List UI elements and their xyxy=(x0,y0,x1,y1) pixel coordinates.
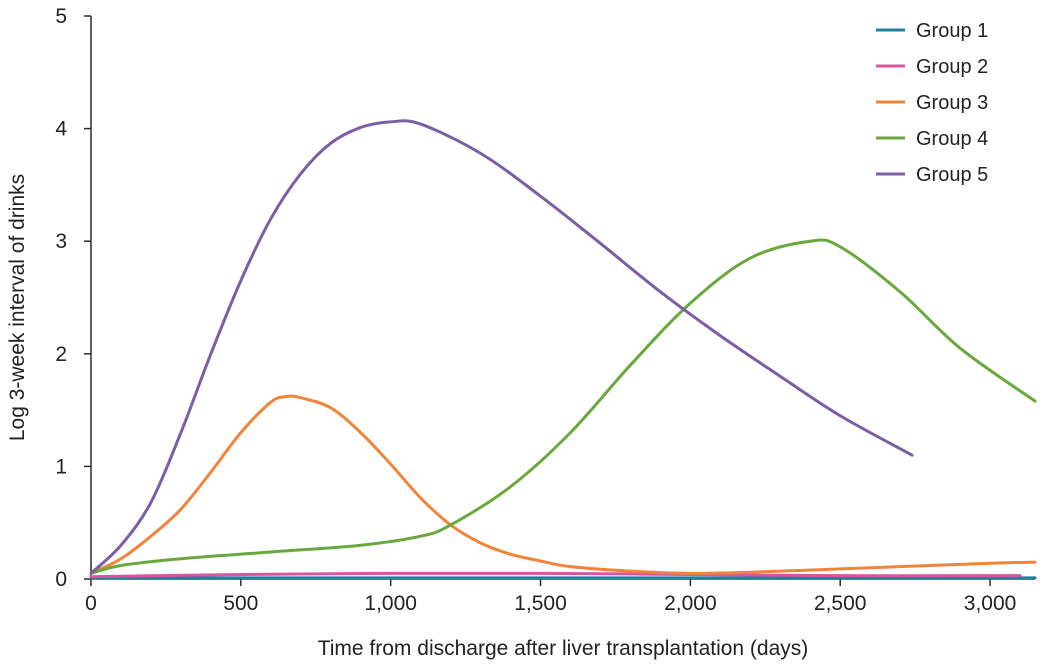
x-tick-label: 0 xyxy=(85,592,97,615)
legend-label-group-4: Group 4 xyxy=(916,128,988,150)
y-tick-label: 3 xyxy=(55,230,67,253)
legend-label-group-2: Group 2 xyxy=(916,56,988,78)
series-layer xyxy=(89,119,1037,580)
series-line-group-4 xyxy=(89,238,1037,575)
axes: 0 500 1,000 1,500 2,000 2,500 3,000 0 1 2 3 4 5 xyxy=(55,5,1035,615)
x-tick-label: 500 xyxy=(223,592,258,615)
y-tick-label: 4 xyxy=(55,118,67,141)
x-tick-label: 3,000 xyxy=(964,592,1017,615)
x-tick-label: 1,000 xyxy=(364,592,417,615)
y-tick-label: 2 xyxy=(55,343,67,366)
legend-label-group-5: Group 5 xyxy=(916,164,988,186)
y-tick-label: 5 xyxy=(55,5,67,28)
legend-label-group-3: Group 3 xyxy=(916,92,988,114)
x-tick-label: 1,500 xyxy=(514,592,567,615)
y-tick-label: 0 xyxy=(55,568,67,591)
y-tick-label: 1 xyxy=(55,455,67,478)
series-line-group-5 xyxy=(89,119,914,575)
y-axis-title: Log 3-week interval of drinks xyxy=(6,174,29,441)
series-line-group-3 xyxy=(89,394,1037,575)
legend: Group 1 Group 2 Group 3 Group 4 Group 5 xyxy=(876,20,988,186)
series-line-group-2 xyxy=(89,571,1022,579)
legend-label-group-1: Group 1 xyxy=(916,20,988,42)
x-axis-title: Time from discharge after liver transpla… xyxy=(318,637,809,660)
x-tick-label: 2,500 xyxy=(814,592,867,615)
x-tick-label: 2,000 xyxy=(664,592,717,615)
